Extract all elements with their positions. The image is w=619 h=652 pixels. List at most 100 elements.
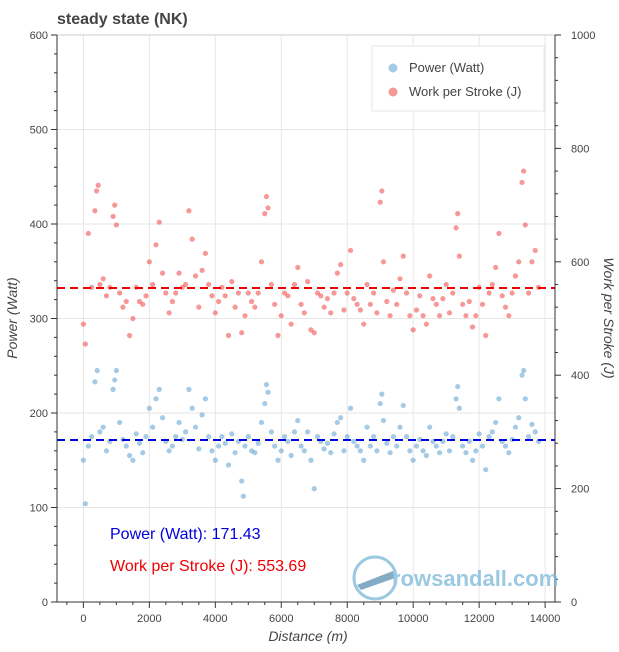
power-point xyxy=(436,450,443,456)
y-left-axis-title: Power (Watt) xyxy=(4,277,20,358)
power-point xyxy=(384,440,390,446)
work-point xyxy=(176,270,182,276)
work-point xyxy=(156,219,162,225)
power-point xyxy=(291,429,298,435)
work-point xyxy=(239,330,245,336)
power-point xyxy=(97,429,103,435)
power-point xyxy=(400,402,406,409)
power-point xyxy=(166,448,172,454)
power-point xyxy=(192,424,199,430)
power-point xyxy=(156,386,162,392)
power-point xyxy=(486,434,492,440)
work-point xyxy=(413,307,420,313)
work-point xyxy=(216,298,222,305)
work-point xyxy=(321,304,327,310)
work-point xyxy=(361,321,367,327)
chart-title: steady state (NK) xyxy=(57,11,188,28)
work-point xyxy=(443,281,449,288)
power-point xyxy=(512,424,519,430)
work-point xyxy=(384,298,390,305)
work-point xyxy=(262,211,268,217)
work-point xyxy=(255,290,261,296)
work-point xyxy=(285,293,291,299)
work-point xyxy=(209,293,215,299)
x-tick-label: 10000 xyxy=(398,613,429,625)
power-point xyxy=(473,448,479,454)
power-point xyxy=(324,440,331,446)
work-point xyxy=(509,290,515,296)
power-point xyxy=(521,367,527,374)
power-point xyxy=(361,457,367,463)
work-point xyxy=(120,304,126,310)
annotation-work-mean: Work per Stroke (J): 553.69 xyxy=(110,558,306,575)
power-point xyxy=(242,443,248,449)
series-power-points xyxy=(80,367,542,507)
watermark-logo: rowsandall.com xyxy=(352,555,558,601)
work-point xyxy=(85,230,91,237)
power-point xyxy=(117,419,123,426)
power-point xyxy=(506,450,512,456)
work-point xyxy=(92,208,98,214)
power-point xyxy=(94,367,100,374)
power-point xyxy=(239,478,245,484)
power-point xyxy=(262,400,268,407)
power-point xyxy=(479,443,486,449)
power-point xyxy=(100,424,106,430)
power-point xyxy=(80,457,86,463)
legend-work-marker xyxy=(388,87,398,97)
power-point xyxy=(268,429,274,435)
power-point xyxy=(420,448,426,454)
power-point xyxy=(357,448,364,454)
y-right-tick-label: 1000 xyxy=(571,30,595,42)
power-point xyxy=(186,386,192,392)
x-tick-label: 2000 xyxy=(137,613,161,625)
work-point xyxy=(423,321,429,327)
work-point xyxy=(351,296,357,302)
power-point xyxy=(103,448,110,454)
work-point xyxy=(291,281,298,288)
power-point xyxy=(216,443,222,449)
power-point xyxy=(140,450,146,456)
power-point xyxy=(410,457,416,463)
power-point xyxy=(407,448,413,454)
legend-box xyxy=(371,45,545,112)
power-point xyxy=(374,448,380,454)
work-point xyxy=(387,313,393,319)
work-point xyxy=(80,321,86,327)
work-point xyxy=(417,293,423,299)
work-point xyxy=(403,290,410,296)
power-point xyxy=(469,457,476,463)
power-point xyxy=(489,429,495,435)
x-axis-title: Distance (m) xyxy=(268,628,347,644)
power-point xyxy=(450,434,456,440)
power-point xyxy=(199,412,205,418)
power-point xyxy=(344,434,350,440)
work-point xyxy=(245,290,251,296)
work-point xyxy=(265,205,271,211)
power-point xyxy=(209,448,215,454)
work-point xyxy=(374,310,380,316)
work-point xyxy=(166,310,172,316)
power-point xyxy=(123,443,129,449)
work-point xyxy=(328,310,334,316)
power-point xyxy=(272,443,278,449)
y-left-tick-label: 200 xyxy=(30,408,48,420)
power-point xyxy=(413,443,420,449)
work-point xyxy=(469,324,476,330)
work-point xyxy=(364,281,370,288)
power-point xyxy=(328,450,334,456)
power-point xyxy=(173,434,179,440)
work-point xyxy=(146,259,152,265)
legend-power-marker xyxy=(388,63,398,73)
power-point xyxy=(146,405,152,411)
power-point xyxy=(278,448,284,454)
work-point xyxy=(344,290,350,296)
work-point xyxy=(186,208,192,214)
work-point xyxy=(341,307,347,313)
grid-lines xyxy=(57,34,555,603)
work-point xyxy=(113,222,119,228)
y-left-tick-label: 100 xyxy=(30,503,48,515)
power-point xyxy=(189,405,195,411)
power-point xyxy=(526,434,532,440)
